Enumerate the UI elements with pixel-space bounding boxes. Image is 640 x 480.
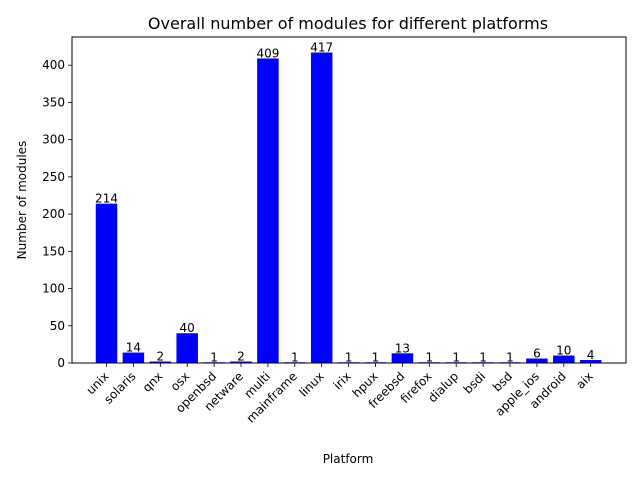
bar-freebsd: [391, 353, 414, 363]
x-tick-label-linux: linux: [296, 369, 326, 399]
bar-aix: [579, 360, 602, 363]
data-label-hpux: 1: [372, 350, 380, 364]
y-tick-label-50: 50: [50, 319, 65, 333]
chart-title: Overall number of modules for different …: [148, 14, 548, 33]
data-label-osx: 40: [180, 321, 195, 335]
data-label-unix: 214: [95, 192, 118, 206]
y-axis: 0 50 100 150 200 250 300 350 400: [42, 58, 72, 370]
bar-linux: [310, 52, 333, 364]
x-tick-label-dialup: dialup: [425, 369, 461, 405]
x-axis-label: Platform: [323, 452, 374, 466]
y-tick-label-150: 150: [42, 244, 65, 258]
x-tick-label-firefox: firefox: [398, 369, 435, 406]
data-label-firefox: 1: [425, 350, 433, 364]
data-label-mainframe: 1: [291, 350, 299, 364]
data-label-openbsd: 1: [210, 350, 218, 364]
data-label-netware: 2: [237, 350, 245, 364]
data-label-multi: 409: [256, 46, 279, 60]
y-tick-label-350: 350: [42, 95, 65, 109]
bar-apple_ios: [526, 358, 548, 363]
bar-android: [553, 355, 575, 363]
plot-frame: [71, 36, 627, 364]
data-label-bsd: 1: [506, 350, 514, 364]
x-tick-label-qnx: qnx: [140, 369, 166, 395]
data-label-dialup: 1: [452, 350, 460, 364]
bar-multi: [257, 58, 279, 363]
data-label-apple_ios: 6: [533, 347, 541, 361]
y-axis-label: Number of modules: [15, 141, 29, 260]
bar-solaris: [122, 352, 145, 363]
y-tick-label-0: 0: [57, 356, 65, 370]
data-label-bsdi: 1: [479, 350, 487, 364]
data-label-aix: 4: [587, 348, 595, 362]
bar-osx: [176, 333, 198, 363]
data-label-qnx: 2: [156, 350, 164, 364]
x-tick-label-bsdi: bsdi: [461, 369, 488, 396]
bar-netware: [230, 361, 252, 363]
y-tick-label-200: 200: [42, 207, 65, 221]
data-label-solaris: 14: [126, 341, 141, 355]
y-tick-label-300: 300: [42, 133, 65, 147]
bars-group: [95, 52, 602, 364]
data-label-android: 10: [556, 344, 571, 358]
bar-qnx: [149, 361, 172, 363]
bar-unix: [95, 203, 118, 363]
x-tick-label-aix: aix: [573, 369, 595, 391]
data-label-linux: 417: [310, 41, 333, 55]
data-label-freebsd: 13: [395, 341, 410, 355]
y-tick-label-100: 100: [42, 282, 65, 296]
data-label-irix: 1: [345, 350, 353, 364]
y-tick-label-250: 250: [42, 170, 65, 184]
y-tick-label-400: 400: [42, 58, 65, 72]
